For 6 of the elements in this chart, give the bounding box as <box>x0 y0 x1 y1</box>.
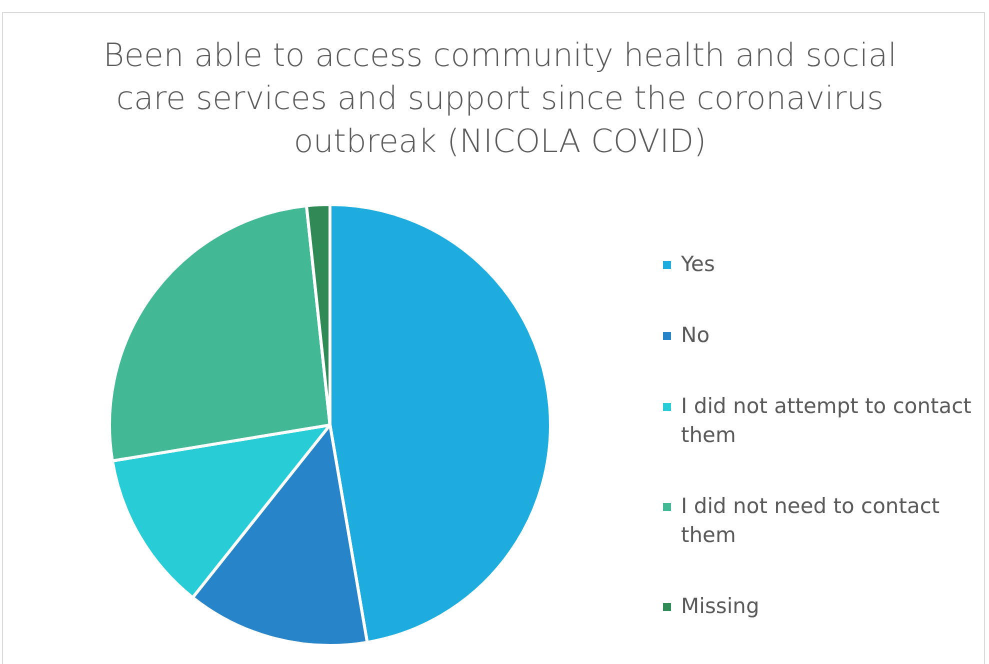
legend-label: I did not need to contact them <box>681 493 941 549</box>
chart-title: Been able to access community health and social care services and support since the coronavirus outbreak (NICOLA COVID) <box>102 35 898 162</box>
legend-label: Yes <box>681 251 715 278</box>
legend-label: I did not attempt to contact them <box>681 393 972 449</box>
legend-label: No <box>681 322 710 349</box>
legend-label: Missing <box>681 593 760 620</box>
